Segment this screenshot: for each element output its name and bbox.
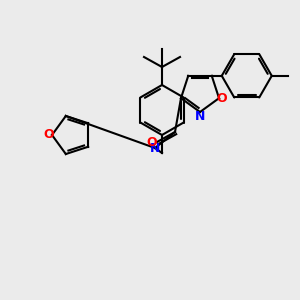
Text: N: N — [195, 110, 205, 124]
Text: O: O — [217, 92, 227, 105]
Text: N: N — [150, 142, 160, 154]
Text: O: O — [147, 136, 157, 148]
Text: O: O — [44, 128, 54, 142]
